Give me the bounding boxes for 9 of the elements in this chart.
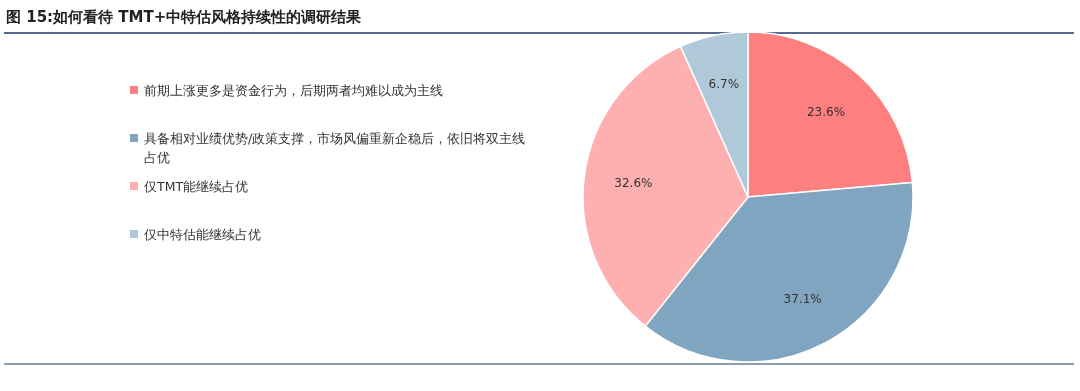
data-label: 23.6% xyxy=(806,104,846,119)
legend-label: 具备相对业绩优势/政策支撑，市场风偏重新企稳后，依旧将双主线占优 xyxy=(144,131,526,165)
data-label: 37.1% xyxy=(783,291,822,306)
legend-label: 前期上涨更多是资金行为，后期两者均难以成为主线 xyxy=(144,83,443,98)
chart-title: 图 15:如何看待 TMT+中特估风格持续性的调研结果 xyxy=(6,8,363,26)
data-label: 6.7% xyxy=(708,77,740,92)
legend-label: 仅中特估能继续占优 xyxy=(144,227,261,242)
data-label: 32.6% xyxy=(614,175,653,190)
legend-label: 仅TMT能继续占优 xyxy=(144,179,249,194)
